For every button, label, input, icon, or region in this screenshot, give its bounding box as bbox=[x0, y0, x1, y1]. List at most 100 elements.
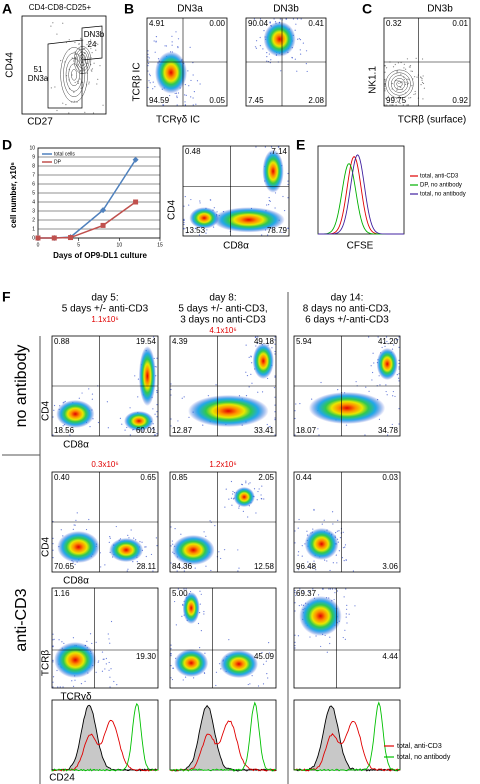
label: day 5: bbox=[91, 293, 118, 304]
event-dot bbox=[162, 104, 165, 106]
event-dot bbox=[170, 648, 172, 650]
event-dot bbox=[391, 104, 393, 106]
event-dot bbox=[386, 340, 388, 343]
label: 6 days +/-anti-CD3 bbox=[305, 315, 389, 326]
event-dot bbox=[342, 636, 344, 639]
contour bbox=[63, 52, 86, 98]
event-dot bbox=[207, 395, 210, 397]
event-dot bbox=[91, 52, 93, 54]
event-dot bbox=[110, 620, 113, 623]
event-dot bbox=[68, 39, 70, 41]
event-dot bbox=[170, 545, 172, 547]
event-dot bbox=[91, 642, 93, 645]
event-dot bbox=[78, 43, 80, 45]
event-dot bbox=[73, 91, 75, 93]
label: 5 days +/- anti-CD3 bbox=[62, 304, 149, 315]
event-dot bbox=[386, 394, 388, 396]
event-dot bbox=[387, 95, 389, 97]
event-dot bbox=[171, 41, 173, 43]
event-dot bbox=[287, 197, 289, 199]
event-dot bbox=[384, 80, 386, 82]
event-dot bbox=[267, 234, 269, 236]
event-dot bbox=[107, 633, 109, 635]
event-dot bbox=[339, 537, 342, 539]
event-dot bbox=[85, 528, 88, 531]
quadrant-value: 34.78 bbox=[378, 426, 399, 435]
event-dot bbox=[371, 379, 373, 381]
event-dot bbox=[71, 680, 73, 682]
event-dot bbox=[190, 198, 192, 201]
event-dot bbox=[56, 33, 58, 35]
contour bbox=[385, 69, 414, 99]
x-tick-label: 10 bbox=[117, 242, 123, 248]
event-dot bbox=[60, 529, 62, 531]
event-dot bbox=[335, 554, 337, 556]
event-dot bbox=[184, 94, 186, 96]
event-dot bbox=[197, 622, 200, 625]
panel-label: F bbox=[2, 289, 11, 305]
y-tick-label: 7 bbox=[32, 172, 35, 178]
event-dot bbox=[255, 345, 257, 347]
event-dot bbox=[171, 540, 174, 542]
event-dot bbox=[147, 62, 150, 64]
event-dot bbox=[52, 557, 54, 559]
event-dot bbox=[209, 520, 211, 522]
event-dot bbox=[396, 87, 399, 89]
event-dot bbox=[84, 111, 86, 113]
event-dot bbox=[274, 339, 276, 341]
density bbox=[376, 348, 398, 380]
event-dot bbox=[420, 76, 422, 78]
event-dot bbox=[287, 180, 289, 182]
event-dot bbox=[185, 588, 187, 590]
event-dot bbox=[274, 417, 276, 419]
event-dot bbox=[392, 66, 395, 68]
event-dot bbox=[52, 434, 54, 436]
event-dot bbox=[115, 525, 117, 528]
event-dot bbox=[126, 570, 128, 572]
event-dot bbox=[228, 639, 230, 641]
event-dot bbox=[268, 426, 270, 428]
event-dot bbox=[223, 549, 226, 551]
event-dot bbox=[203, 672, 206, 674]
legend-label: total, no antibody bbox=[420, 192, 466, 198]
event-dot bbox=[71, 74, 73, 76]
event-dot bbox=[145, 555, 147, 558]
event-dot bbox=[404, 68, 407, 70]
event-dot bbox=[321, 523, 323, 525]
quadrant-value: 84.36 bbox=[172, 562, 193, 571]
contour bbox=[78, 54, 87, 66]
event-dot bbox=[231, 504, 233, 506]
event-dot bbox=[171, 44, 173, 46]
event-dot bbox=[69, 434, 71, 436]
event-dot bbox=[247, 683, 249, 686]
event-dot bbox=[398, 373, 400, 375]
event-dot bbox=[99, 552, 101, 554]
event-dot bbox=[398, 368, 400, 370]
event-dot bbox=[396, 71, 398, 73]
event-dot bbox=[281, 231, 283, 234]
event-dot bbox=[184, 101, 186, 103]
event-dot bbox=[174, 92, 176, 95]
event-dot bbox=[246, 374, 249, 377]
event-dot bbox=[248, 386, 250, 388]
event-dot bbox=[354, 605, 356, 607]
event-dot bbox=[421, 58, 424, 60]
event-dot bbox=[322, 588, 324, 590]
event-dot bbox=[384, 85, 386, 87]
event-dot bbox=[295, 403, 297, 405]
event-dot bbox=[52, 645, 54, 647]
event-dot bbox=[195, 103, 197, 105]
event-dot bbox=[218, 551, 220, 553]
event-dot bbox=[255, 40, 258, 42]
event-dot bbox=[53, 404, 56, 407]
event-dot bbox=[183, 218, 185, 220]
event-dot bbox=[336, 590, 339, 592]
event-dot bbox=[301, 545, 303, 547]
density bbox=[262, 149, 284, 193]
contour bbox=[77, 51, 88, 69]
event-dot bbox=[80, 683, 83, 685]
event-dot bbox=[352, 570, 354, 572]
event-dot bbox=[63, 401, 65, 403]
label: day 8: bbox=[209, 293, 236, 304]
panel-label: D bbox=[2, 137, 12, 153]
